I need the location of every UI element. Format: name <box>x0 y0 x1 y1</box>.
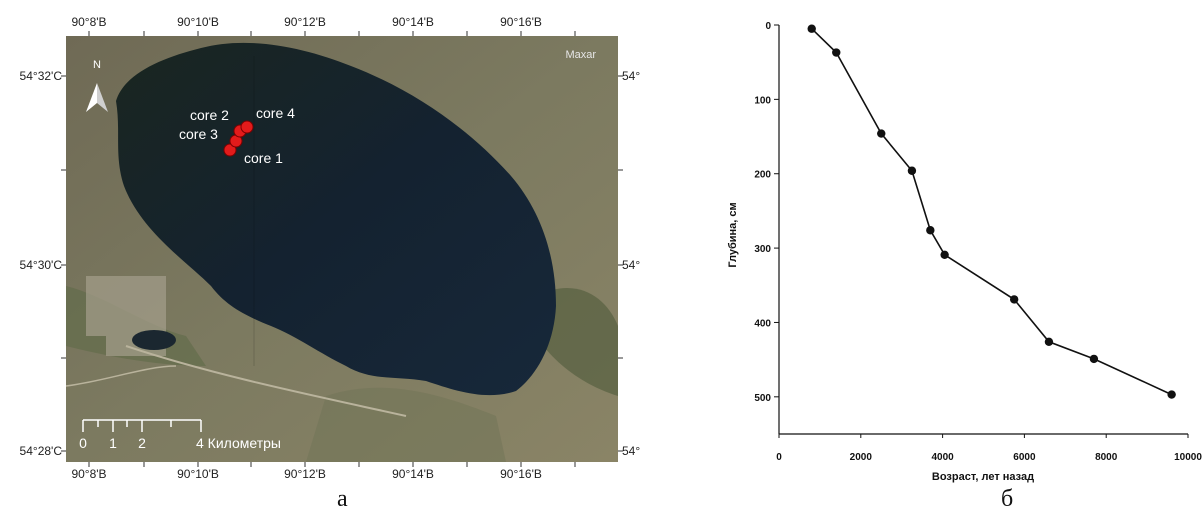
north-arrow-icon <box>86 83 108 112</box>
marks <box>807 24 1176 399</box>
x-tick-label: 6000 <box>1013 452 1036 463</box>
x-tick-label: 8000 <box>1095 452 1118 463</box>
bottom-lon-label: 90°14'В <box>392 467 434 481</box>
core-label: core 3 <box>179 126 218 142</box>
y-axis-label: Глубина, см <box>727 202 739 267</box>
top-lon-label: 90°16'В <box>500 15 542 29</box>
y-tick-label: 200 <box>754 170 771 181</box>
top-lon-label: 90°10'В <box>177 15 219 29</box>
right-lat-label: 54°28'С <box>622 444 640 458</box>
core-label: core 1 <box>244 150 283 166</box>
top-lon-label: 90°8'В <box>71 15 106 29</box>
data-point <box>1044 337 1054 346</box>
data-point <box>832 48 841 57</box>
data-point <box>807 24 816 33</box>
satellite-basemap: Maxar N core 1 core 2 core 3 core 4 <box>66 36 618 462</box>
scale-label: 0 <box>79 435 87 451</box>
bottom-lon-label: 90°12'В <box>284 467 326 481</box>
x-axis-label: Возраст, лет назад <box>932 471 1034 483</box>
core-marker-4[interactable] <box>240 120 254 134</box>
scale-label: 2 <box>138 435 146 451</box>
left-lat-label: 54°28'С <box>20 444 63 458</box>
bottom-lon-label: 90°16'В <box>500 467 542 481</box>
basemap-credit: Maxar <box>565 49 596 61</box>
data-point <box>907 166 917 175</box>
data-point <box>926 226 935 235</box>
bottom-lon-label: 90°10'В <box>177 467 219 481</box>
x-tick-label: 2000 <box>850 452 873 463</box>
age-depth-chart: 0 100 200 300 400 500 0 2000 4000 6000 8000 10000 В… <box>727 21 1202 483</box>
map-panel: 90°8'В 90°10'В 90°12'В 90°14'В 90°16'В 9… <box>20 15 640 512</box>
right-lat-label: 54°30'С <box>622 258 640 272</box>
y-tick-label: 500 <box>754 393 771 404</box>
top-lon-label: 90°14'В <box>392 15 434 29</box>
bottom-lon-label: 90°8'В <box>71 467 106 481</box>
scale-bar <box>82 419 202 432</box>
y-tick-label: 300 <box>754 244 771 255</box>
top-lon-label: 90°12'В <box>284 15 326 29</box>
x-tick-label: 4000 <box>931 452 954 463</box>
left-lat-label: 54°30'С <box>20 258 63 272</box>
scale-label: 4 Километры <box>196 435 281 451</box>
x-tick-label: 0 <box>776 452 782 463</box>
right-lat-label: 54°32'С <box>622 69 640 83</box>
panel-b-caption: б <box>1001 486 1014 512</box>
data-point <box>1009 295 1019 304</box>
y-tick-label: 400 <box>754 318 771 329</box>
y-tick-label: 0 <box>765 21 771 32</box>
core-label: core 2 <box>190 107 229 123</box>
data-point <box>1167 390 1176 399</box>
chart-panel: 0 100 200 300 400 500 0 2000 4000 6000 8000 10000 В… <box>700 0 1202 518</box>
series-line <box>811 28 1172 396</box>
axes: 0 100 200 300 400 500 0 2000 4000 6000 8000 10000 <box>754 21 1202 463</box>
left-lat-label: 54°32'С <box>20 69 63 83</box>
data-point <box>940 250 949 259</box>
core-marker-1[interactable] <box>223 143 237 157</box>
scale-label: 1 <box>109 435 117 451</box>
north-label: N <box>93 59 101 71</box>
map-frame-svg: 90°8'В 90°10'В 90°12'В 90°14'В 90°16'В 9… <box>20 15 640 481</box>
panel-a-caption: а <box>337 486 348 512</box>
satellite-image[interactable]: Maxar N core 1 core 2 core 3 core 4 <box>66 36 618 462</box>
x-tick-label: 10000 <box>1174 452 1202 463</box>
data-point <box>877 129 886 138</box>
y-tick-label: 100 <box>754 95 771 106</box>
core-label: core 4 <box>256 105 295 121</box>
data-point <box>1089 354 1099 364</box>
